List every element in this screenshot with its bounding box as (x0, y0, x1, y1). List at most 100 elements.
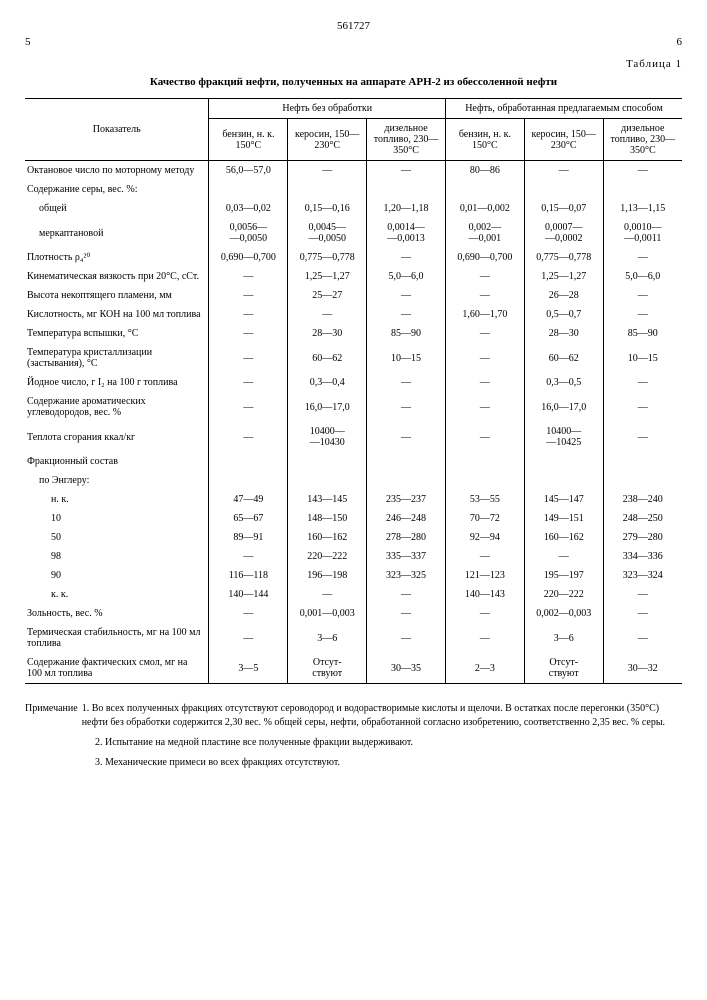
cell: 56,0—57,0 (209, 161, 288, 181)
cell: 248—250 (603, 509, 682, 528)
cell: 0,3—0,5 (524, 373, 603, 392)
cell: — (209, 305, 288, 324)
cell: 10400— —10425 (524, 422, 603, 452)
cell: — (367, 604, 446, 623)
cell: 28—30 (524, 324, 603, 343)
cell (367, 471, 446, 490)
page-left: 5 (25, 36, 31, 48)
cell: 116—118 (209, 566, 288, 585)
cell: — (445, 286, 524, 305)
cell: — (288, 161, 367, 181)
cell: — (209, 422, 288, 452)
cell: 1,20—1,18 (367, 199, 446, 218)
row-label: Теплота сгорания ккал/кг (25, 422, 209, 452)
th-a1: бензин, н. к. 150°С (209, 119, 288, 161)
cell: 30—35 (367, 653, 446, 684)
cell: 5,0—6,0 (603, 267, 682, 286)
cell (603, 452, 682, 471)
table-row: Йодное число, г I₂ на 100 г топлива—0,3—… (25, 373, 682, 392)
cell: 26—28 (524, 286, 603, 305)
cell: 0,03—0,02 (209, 199, 288, 218)
cell: 53—55 (445, 490, 524, 509)
row-label: Температура кристаллизации (застывания),… (25, 343, 209, 373)
cell: 89—91 (209, 528, 288, 547)
cell: 246—248 (367, 509, 446, 528)
cell: 0,002—0,003 (524, 604, 603, 623)
th-b3: дизельное топливо, 230—350°С (603, 119, 682, 161)
row-label: по Энглеру: (25, 471, 209, 490)
cell: 195—197 (524, 566, 603, 585)
note-1-text: 1. Во всех полученных фракциях отсутству… (82, 702, 682, 730)
row-label: Содержание ароматических углеводородов, … (25, 392, 209, 422)
cell: — (524, 547, 603, 566)
row-label: Зольность, вес. % (25, 604, 209, 623)
cell: — (445, 324, 524, 343)
cell: — (367, 373, 446, 392)
table-body: Октановое число по моторному методу56,0—… (25, 161, 682, 684)
cell (524, 471, 603, 490)
cell (209, 452, 288, 471)
cell: 1,25—1,27 (524, 267, 603, 286)
data-table: Показатель Нефть без обработки Нефть, об… (25, 98, 682, 684)
cell: — (445, 604, 524, 623)
cell: 149—151 (524, 509, 603, 528)
cell (603, 471, 682, 490)
cell: — (445, 392, 524, 422)
table-row: Температура кристаллизации (застывания),… (25, 343, 682, 373)
table-row: меркаптановой0,0056— —0,00500,0045— —0,0… (25, 218, 682, 248)
cell: 160—162 (524, 528, 603, 547)
cell: 0,0045— —0,0050 (288, 218, 367, 248)
cell: 0,0010— —0,0011 (603, 218, 682, 248)
page-right: 6 (677, 36, 683, 48)
cell: 0,775—0,778 (524, 248, 603, 267)
table-row: Термическая стабильность, мг на 100 мл т… (25, 623, 682, 653)
row-label: Содержание фактических смол, мг на 100 м… (25, 653, 209, 684)
cell: 10—15 (367, 343, 446, 373)
cell: 279—280 (603, 528, 682, 547)
cell: 0,690—0,700 (445, 248, 524, 267)
cell: — (603, 286, 682, 305)
cell: 335—337 (367, 547, 446, 566)
cell: — (288, 585, 367, 604)
cell: — (209, 623, 288, 653)
row-label: Температура вспышки, °С (25, 324, 209, 343)
cell (209, 180, 288, 199)
cell: 140—143 (445, 585, 524, 604)
table-row: по Энглеру: (25, 471, 682, 490)
note-1: Примечание 1. Во всех полученных фракция… (25, 702, 682, 730)
cell: — (288, 305, 367, 324)
cell: 238—240 (603, 490, 682, 509)
row-label: Термическая стабильность, мг на 100 мл т… (25, 623, 209, 653)
row-label: 50 (25, 528, 209, 547)
cell (445, 471, 524, 490)
doc-number: 561727 (25, 20, 682, 32)
cell: 235—237 (367, 490, 446, 509)
table-row: Плотность ρ₄²⁰0,690—0,7000,775—0,778—0,6… (25, 248, 682, 267)
cell: 0,0056— —0,0050 (209, 218, 288, 248)
cell: 3—5 (209, 653, 288, 684)
table-row: Кинематическая вязкость при 20°С, сСт.—1… (25, 267, 682, 286)
cell: 145—147 (524, 490, 603, 509)
cell: — (603, 248, 682, 267)
th-b2: керосин, 150—230°С (524, 119, 603, 161)
cell: 70—72 (445, 509, 524, 528)
cell: 85—90 (367, 324, 446, 343)
cell: — (367, 286, 446, 305)
cell: 196—198 (288, 566, 367, 585)
row-label: Кинематическая вязкость при 20°С, сСт. (25, 267, 209, 286)
cell: — (603, 585, 682, 604)
cell: 160—162 (288, 528, 367, 547)
cell: — (445, 547, 524, 566)
cell: 80—86 (445, 161, 524, 181)
table-row: 90116—118196—198323—325121—123195—197323… (25, 566, 682, 585)
row-label: 98 (25, 547, 209, 566)
cell: 28—30 (288, 324, 367, 343)
cell: — (367, 585, 446, 604)
note-label: Примечание (25, 702, 82, 730)
cell: — (209, 373, 288, 392)
row-label: Фракционный состав (25, 452, 209, 471)
table-row: Зольность, вес. %—0,001—0,003——0,002—0,0… (25, 604, 682, 623)
cell: 3—6 (288, 623, 367, 653)
cell: 3—6 (524, 623, 603, 653)
th-indicator: Показатель (25, 99, 209, 161)
